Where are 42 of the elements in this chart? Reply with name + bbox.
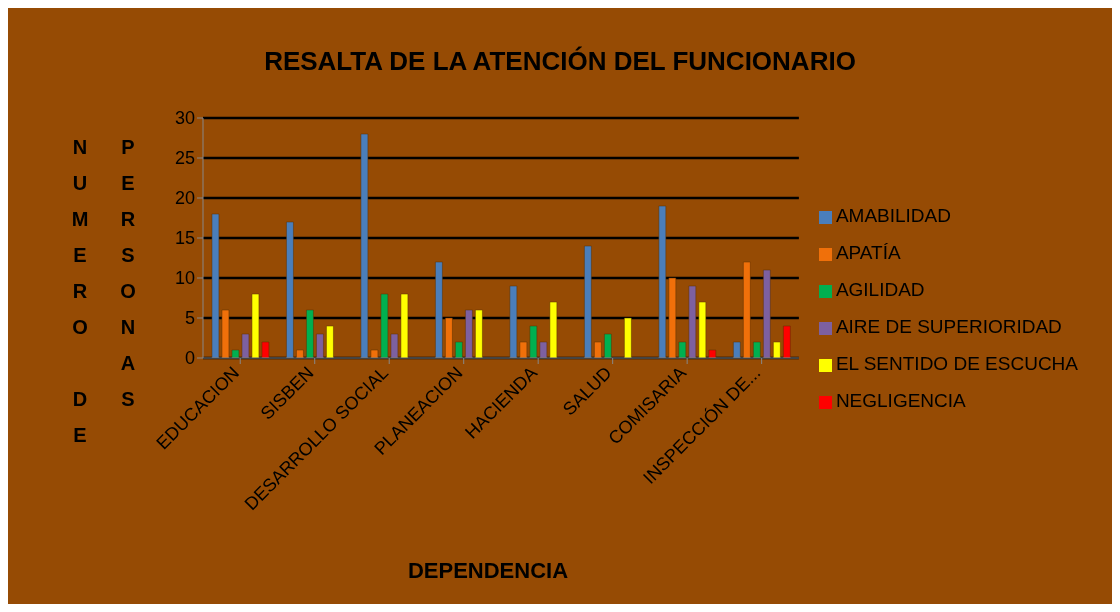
bar [668, 277, 677, 358]
bar [465, 309, 473, 358]
bar [475, 309, 483, 358]
bar [698, 301, 707, 358]
x-axis-title: DEPENDENCIA [406, 558, 570, 584]
legend-label: AGILIDAD [835, 279, 925, 300]
bar [783, 325, 791, 358]
bar [763, 269, 771, 358]
bar [773, 341, 781, 358]
chart-title: RESALTA DE LA ATENCIÓN DEL FUNCIONARIO [263, 46, 857, 77]
y-tick-label: 5 [184, 308, 195, 329]
legend-label: EL SENTIDO DE ESCUCHA [835, 353, 1078, 374]
y-tick-label: 30 [174, 108, 195, 129]
bar [306, 309, 314, 358]
bar [624, 317, 632, 358]
bar [326, 325, 334, 358]
bar [743, 261, 751, 358]
text: NUMERO DE PERSONAS [69, 136, 139, 460]
legend-label: AIRE DE SUPERIORIDAD [835, 316, 1062, 337]
bar [658, 205, 667, 358]
bar [296, 349, 304, 358]
bar [435, 261, 443, 358]
y-tick-label: 25 [174, 148, 195, 169]
bar [753, 341, 761, 358]
legend-label: NEGLIGENCIA [835, 390, 966, 411]
bar [316, 333, 324, 358]
y-tick-label: 0 [184, 348, 195, 369]
y-tick-label: 10 [174, 268, 195, 289]
y-tick-label: 20 [174, 188, 195, 209]
legend-label: AMABILIDAD [835, 205, 951, 226]
legend-label: APATÍA [835, 242, 901, 263]
bar [678, 341, 687, 358]
bar [688, 285, 697, 358]
bar [286, 221, 294, 358]
bar [594, 341, 602, 358]
bar [733, 341, 741, 358]
bar [604, 333, 612, 358]
y-tick-label: 15 [174, 228, 195, 249]
bar [584, 245, 592, 358]
bar [445, 317, 453, 358]
bar [455, 341, 463, 358]
bar [708, 349, 717, 358]
